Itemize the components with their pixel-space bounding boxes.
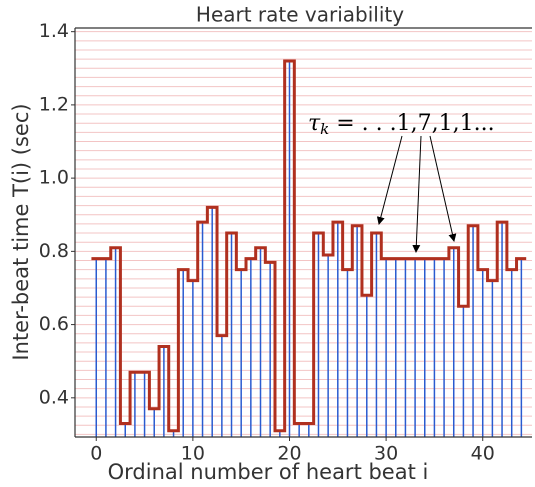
x-tick-label: 0	[90, 443, 102, 465]
x-tick-label: 30	[374, 443, 398, 465]
y-axis-label: Inter-beat time T(i) (sec)	[9, 103, 33, 360]
annotation-arrows	[376, 135, 457, 253]
annotation-sub: k	[320, 120, 329, 138]
y-tick-label: 1.2	[39, 93, 69, 115]
arrow	[412, 135, 422, 253]
arrow	[376, 135, 403, 225]
annotation: τk = . . .1,7,1,1...	[308, 111, 495, 138]
x-tick-label: 10	[181, 443, 205, 465]
y-tick-label: 0.8	[39, 240, 69, 262]
arrow	[429, 135, 457, 242]
x-axis-label: Ordinal number of heart beat i	[108, 460, 429, 484]
annotation-symbol: τ	[308, 111, 321, 136]
chart-title: Heart rate variability	[196, 3, 404, 27]
y-tick-label: 1.4	[39, 20, 69, 42]
x-tick-label: 20	[277, 443, 301, 465]
y-tick-label: 0.6	[39, 313, 69, 335]
step-line	[91, 59, 527, 433]
annotation-text: = . . .1,7,1,1...	[329, 111, 494, 136]
x-tick-label: 40	[471, 443, 495, 465]
y-tick-label: 0.4	[39, 386, 69, 408]
y-tick-label: 1.0	[39, 167, 69, 189]
